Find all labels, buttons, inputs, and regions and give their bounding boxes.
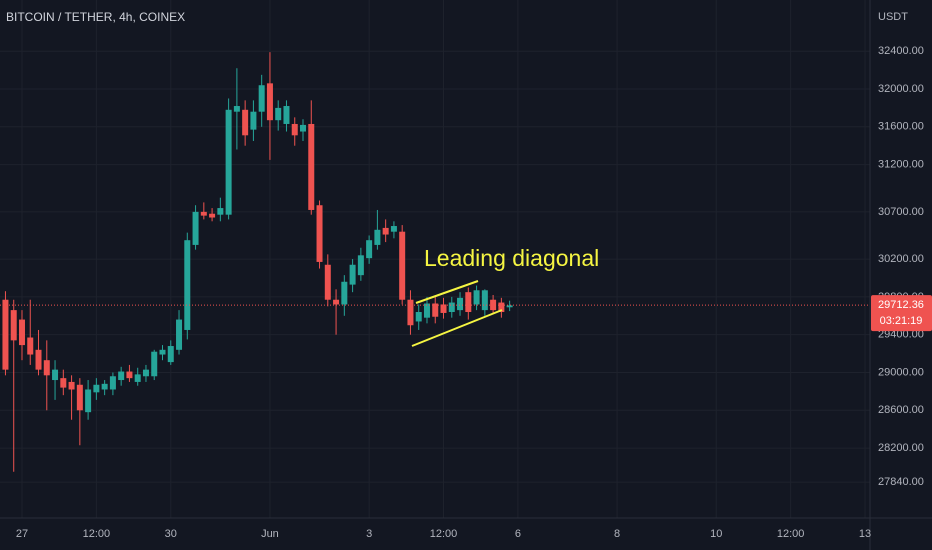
candle-body <box>151 351 158 377</box>
candle-body <box>473 290 480 305</box>
candle-body <box>43 360 50 376</box>
candle-body <box>324 264 331 300</box>
y-tick-label: 28200.00 <box>878 442 924 454</box>
y-tick-label: 29000.00 <box>878 366 924 378</box>
candle-body <box>390 226 397 232</box>
chart-title: BITCOIN / TETHER, 4h, COINEX <box>6 10 185 24</box>
x-tick-label: 6 <box>515 528 521 540</box>
y-tick-label: 27840.00 <box>878 476 924 488</box>
y-tick-label: 28600.00 <box>878 404 924 416</box>
last-price-box <box>871 295 932 332</box>
y-tick-label: 30700.00 <box>878 206 924 218</box>
candle-body <box>18 319 25 346</box>
candle-body <box>374 229 381 245</box>
last-price-label: 29712.36 <box>878 299 924 311</box>
candle-body <box>250 111 257 130</box>
x-tick-label: 30 <box>165 528 177 540</box>
candle-body <box>275 107 282 121</box>
candle-body <box>35 349 42 370</box>
candle-body <box>399 231 406 300</box>
candle-body <box>242 109 249 136</box>
candle-body <box>291 123 298 136</box>
candle-body <box>283 106 290 124</box>
candle-body <box>167 346 174 363</box>
candle-body <box>85 389 92 413</box>
x-tick-label: 12:00 <box>777 528 805 540</box>
x-tick-label: 12:00 <box>430 528 458 540</box>
y-tick-label: 32400.00 <box>878 45 924 57</box>
candle-body <box>225 109 232 215</box>
y-tick-label: 30200.00 <box>878 253 924 265</box>
candle-body <box>118 371 125 381</box>
candle-body <box>126 371 133 379</box>
candle-body <box>333 299 340 305</box>
candle-body <box>349 264 356 285</box>
candle-body <box>60 378 67 388</box>
candle-body <box>233 106 240 112</box>
candle-body <box>134 374 141 382</box>
candle-body <box>440 304 447 313</box>
candle-body <box>448 302 455 313</box>
y-tick-label: 29400.00 <box>878 329 924 341</box>
candle-body <box>415 312 422 322</box>
candle-body <box>316 205 323 262</box>
candle-body <box>490 299 497 311</box>
candle-body <box>200 211 207 216</box>
candle-body <box>366 240 373 259</box>
candle-body <box>341 281 348 305</box>
candle-body <box>432 303 439 317</box>
candle-body <box>76 384 83 411</box>
candle-body <box>192 211 199 245</box>
candle-body <box>27 337 34 355</box>
candle-body <box>266 83 273 121</box>
candle-body <box>407 299 414 326</box>
candle-body <box>465 292 472 313</box>
diagonal-lower <box>411 309 503 347</box>
candle-body <box>176 319 183 350</box>
candle-body <box>498 302 505 313</box>
candle-body <box>93 384 100 393</box>
candle-body <box>2 299 9 370</box>
candle-body <box>382 227 389 235</box>
x-tick-label: 13 <box>859 528 871 540</box>
y-axis-label: USDT <box>878 11 908 23</box>
candle-body <box>258 85 265 112</box>
diagonal-upper <box>415 280 479 304</box>
x-tick-label: 8 <box>614 528 620 540</box>
candles <box>2 52 513 472</box>
candle-body <box>506 305 513 308</box>
candle-body <box>217 208 224 215</box>
y-tick-label: 31200.00 <box>878 159 924 171</box>
annotation: Leading diagonal <box>424 245 599 271</box>
x-tick-label: Jun <box>261 528 279 540</box>
candle-body <box>209 213 216 218</box>
candle-body <box>159 349 166 355</box>
candle-body <box>52 369 59 381</box>
candle-body <box>184 240 191 330</box>
candle-body <box>300 124 307 132</box>
x-tick-label: 10 <box>710 528 722 540</box>
x-tick-label: 27 <box>16 528 28 540</box>
candle-body <box>457 297 464 311</box>
candle-body <box>357 255 364 276</box>
candle-body <box>109 376 116 390</box>
x-tick-label: 3 <box>366 528 372 540</box>
x-tick-label: 12:00 <box>83 528 111 540</box>
grid <box>0 0 870 518</box>
candle-body <box>423 303 430 318</box>
candle-body <box>68 381 75 390</box>
candle-body <box>10 310 17 341</box>
y-tick-label: 32000.00 <box>878 83 924 95</box>
candle-body <box>308 123 315 210</box>
y-tick-label: 31600.00 <box>878 121 924 133</box>
candle-body <box>142 369 149 377</box>
countdown-label: 03:21:19 <box>880 315 923 327</box>
candle-body <box>481 290 488 311</box>
candle-body <box>101 383 108 390</box>
